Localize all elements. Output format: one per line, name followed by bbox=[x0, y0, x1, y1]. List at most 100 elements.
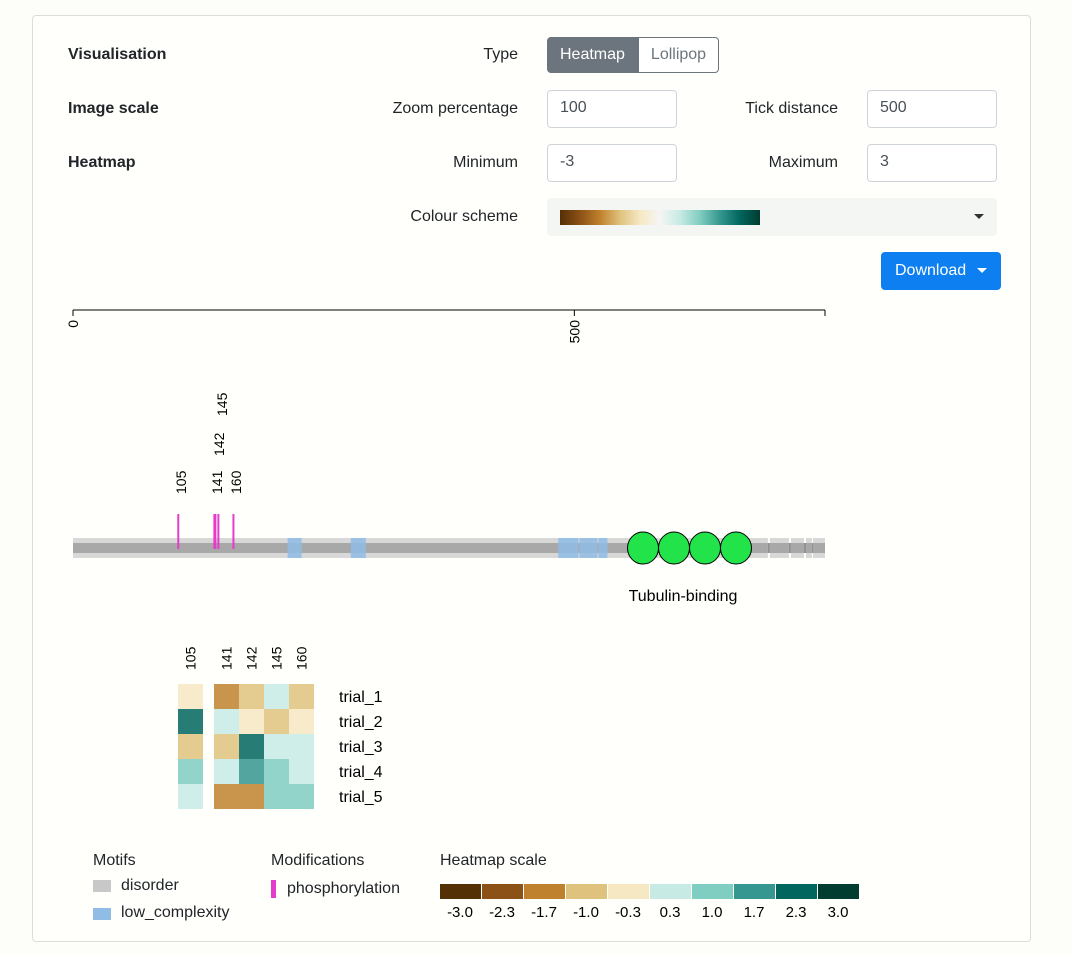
tubulin-binding-domain bbox=[627, 531, 659, 565]
heatmap-cell bbox=[214, 784, 239, 809]
heatmap-cell bbox=[289, 709, 314, 734]
heatmap-cell bbox=[178, 709, 203, 734]
heatmap-cell bbox=[178, 734, 203, 759]
scale-swatch bbox=[608, 884, 649, 899]
image-scale-section-label: Image scale bbox=[68, 100, 159, 117]
scale-label: 3.0 bbox=[828, 904, 849, 921]
heatmap-cell bbox=[239, 734, 264, 759]
scale-swatch bbox=[818, 884, 859, 899]
heatmap-cell bbox=[239, 709, 264, 734]
visualisation-section-label: Visualisation bbox=[68, 46, 167, 63]
tubulin-binding-domain bbox=[658, 531, 690, 565]
backbone-segment bbox=[803, 543, 806, 553]
scale-label: -2.3 bbox=[489, 904, 515, 921]
heatmap-cell bbox=[239, 759, 264, 784]
download-label: Download bbox=[895, 262, 967, 279]
heatmap-cell bbox=[264, 709, 289, 734]
colour-scheme-swatch bbox=[560, 210, 760, 225]
tick-distance-input[interactable]: 500 bbox=[867, 90, 997, 128]
scale-label: 2.3 bbox=[786, 904, 807, 921]
disorder-legend-label: disorder bbox=[121, 877, 179, 894]
site-label: 142 bbox=[211, 432, 227, 456]
minimum-label: Minimum bbox=[453, 154, 518, 171]
zoom-percentage-input[interactable]: 100 bbox=[547, 90, 677, 128]
site-label: 105 bbox=[173, 470, 189, 494]
heatmap-column-label: 145 bbox=[269, 646, 285, 670]
site-label: 141 bbox=[209, 470, 225, 494]
scale-label: -0.3 bbox=[615, 904, 641, 921]
tick-distance-label: Tick distance bbox=[745, 100, 838, 117]
scale-swatch bbox=[524, 884, 565, 899]
heatmap-column-label: 142 bbox=[244, 646, 260, 670]
scale-label: 0.3 bbox=[660, 904, 681, 921]
domain-label: Tubulin-binding bbox=[629, 588, 738, 605]
disorder-swatch bbox=[93, 880, 111, 892]
low-complexity-legend-label: low_complexity bbox=[121, 904, 230, 921]
protein-track: Tubulin-binding 105 141 142 145 160 bbox=[73, 392, 825, 605]
heatmap-toggle-button[interactable]: Heatmap bbox=[547, 37, 638, 73]
heatmap-cell bbox=[178, 784, 203, 809]
colour-scheme-label: Colour scheme bbox=[410, 208, 518, 225]
heatmap-cell bbox=[264, 684, 289, 709]
heatmap-row-label: trial_2 bbox=[339, 714, 383, 731]
scale-swatch bbox=[566, 884, 607, 899]
scale-swatch bbox=[692, 884, 733, 899]
low-complexity-region bbox=[598, 538, 608, 558]
heatmap-cell bbox=[239, 684, 264, 709]
modifications-legend-title: Modifications bbox=[271, 852, 365, 869]
site-label: 160 bbox=[228, 470, 244, 494]
phosphorylation-legend-label: phosphorylation bbox=[287, 880, 400, 897]
heatmap-cell bbox=[289, 734, 314, 759]
heatmap-row-label: trial_5 bbox=[339, 789, 383, 806]
axis-tick-label: 500 bbox=[566, 320, 582, 344]
scale-label: -1.0 bbox=[573, 904, 599, 921]
backbone-segment bbox=[767, 543, 770, 553]
heatmap-section-label: Heatmap bbox=[68, 154, 136, 171]
download-button[interactable]: Download bbox=[881, 252, 1001, 290]
scale-swatch bbox=[650, 884, 691, 899]
heatmap-cell bbox=[239, 784, 264, 809]
heatmap-cell bbox=[264, 734, 289, 759]
type-label: Type bbox=[483, 46, 518, 63]
maximum-input[interactable]: 3 bbox=[867, 144, 997, 182]
colour-scheme-select[interactable] bbox=[547, 198, 997, 236]
axis-tick-label: 0 bbox=[65, 320, 81, 328]
heatmap-cell bbox=[178, 684, 203, 709]
heatmap-row-label: trial_4 bbox=[339, 764, 383, 781]
heatmap-cell bbox=[214, 759, 239, 784]
scale-label: 1.7 bbox=[744, 904, 765, 921]
heatmap-row-label: trial_3 bbox=[339, 739, 383, 756]
heatmap-column-label: 105 bbox=[183, 646, 199, 670]
lollipop-toggle-button[interactable]: Lollipop bbox=[637, 37, 720, 73]
scale-swatch bbox=[440, 884, 481, 899]
minimum-input[interactable]: -3 bbox=[547, 144, 677, 182]
heatmap-cell bbox=[214, 709, 239, 734]
phosphorylation-swatch bbox=[271, 880, 276, 898]
heatmap-cell bbox=[178, 759, 203, 784]
chevron-down-icon bbox=[974, 214, 984, 219]
motifs-legend-title: Motifs bbox=[93, 852, 136, 869]
heatmap-row-label: trial_1 bbox=[339, 689, 383, 706]
type-toggle: Heatmap Lollipop bbox=[547, 37, 720, 73]
low-complexity-region bbox=[579, 538, 598, 558]
heatmap-grid: 105 141 142 145 160 trial_1 trial_2 trial_3tria… bbox=[178, 646, 383, 809]
backbone-segment bbox=[788, 543, 791, 553]
protein-backbone bbox=[73, 543, 825, 553]
scale-label: 1.0 bbox=[702, 904, 723, 921]
heatmap-cell bbox=[214, 684, 239, 709]
heatmap-cell bbox=[264, 784, 289, 809]
heatmap-column-label: 141 bbox=[219, 646, 235, 670]
heatmap-scale-legend: -3.0 -2.3 -1.7 -1.0 -0.3 0.3 1.0 1.7 2.3 3.0 bbox=[440, 884, 859, 921]
low-complexity-region bbox=[558, 538, 579, 558]
backbone-segment bbox=[811, 543, 813, 553]
heatmap-cell bbox=[289, 759, 314, 784]
maximum-label: Maximum bbox=[768, 154, 838, 171]
scale-swatch bbox=[734, 884, 775, 899]
scale-swatch bbox=[482, 884, 523, 899]
zoom-percentage-label: Zoom percentage bbox=[392, 100, 518, 117]
chevron-down-icon bbox=[976, 268, 987, 274]
tubulin-binding-domain bbox=[720, 531, 752, 565]
site-label: 145 bbox=[214, 392, 230, 416]
scale-swatch bbox=[776, 884, 817, 899]
